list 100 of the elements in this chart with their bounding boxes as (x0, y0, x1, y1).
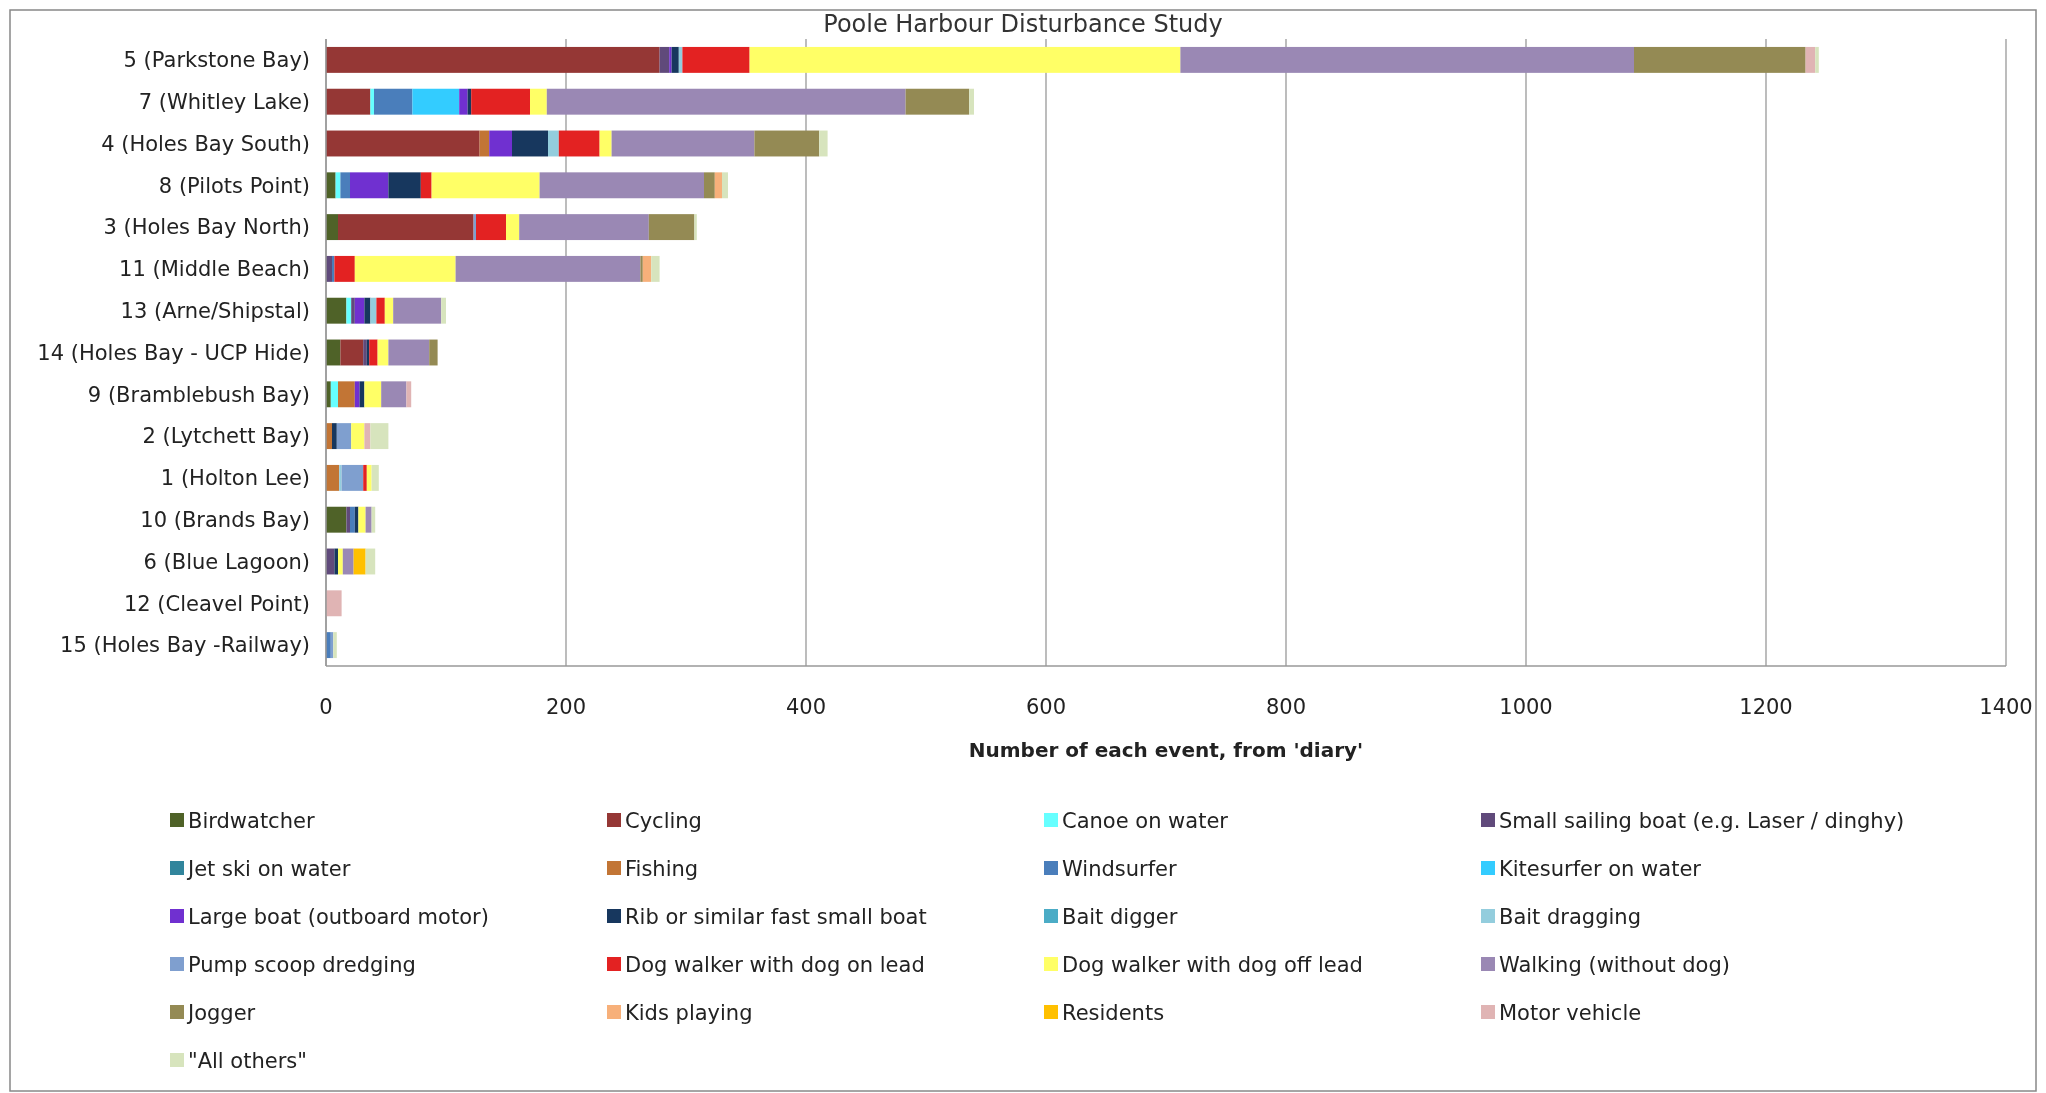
bar (476, 214, 506, 241)
legend-label: Cycling (625, 809, 702, 834)
bar (350, 506, 355, 533)
legend-label: Pump scoop dredging (188, 953, 416, 978)
bar (351, 297, 355, 324)
y-tick-label: 13 (Arne/Shipstal) (120, 299, 310, 324)
legend-label: Kitesurfer on water (1499, 857, 1702, 882)
bar (749, 46, 1181, 73)
bar (479, 130, 490, 157)
bar (336, 423, 352, 450)
bar (330, 381, 338, 408)
bar (659, 46, 670, 73)
legend-label: Birdwatcher (188, 809, 315, 834)
legend-label: Jogger (186, 1001, 256, 1026)
y-tick-label: 5 (Parkstone Bay) (123, 48, 310, 73)
y-tick-label: 4 (Holes Bay South) (101, 131, 310, 156)
bar (384, 297, 394, 324)
bar (406, 381, 412, 408)
y-tick-label: 3 (Holes Bay North) (103, 215, 310, 240)
bar (369, 339, 378, 366)
bar (506, 214, 520, 241)
y-tick-label: 1 (Holton Lee) (160, 466, 310, 491)
x-tick-label: 400 (785, 695, 827, 719)
bar (346, 506, 350, 533)
legend-label: Canoe on water (1062, 809, 1229, 834)
bar (388, 339, 430, 366)
bar (326, 297, 347, 324)
bar (358, 506, 366, 533)
legend-label: Large boat (outboard motor) (188, 905, 489, 930)
bar (340, 172, 350, 199)
y-tick-label: 8 (Pilots Point) (158, 173, 310, 198)
x-tick-label: 800 (1265, 695, 1307, 719)
bar (370, 88, 374, 115)
bar (353, 548, 366, 575)
bar (393, 297, 442, 324)
bar (351, 423, 365, 450)
bar (969, 88, 974, 115)
bar (334, 548, 338, 575)
bar (332, 423, 337, 450)
bar (381, 381, 407, 408)
legend-label: Windsurfer (1062, 857, 1177, 882)
bar (354, 381, 360, 408)
y-tick-label: 14 (Holes Bay - UCP Hide) (37, 340, 310, 365)
bar (326, 46, 660, 73)
bar (512, 130, 548, 157)
bar (339, 464, 342, 491)
bar (455, 255, 641, 282)
bar (611, 130, 755, 157)
bar (326, 590, 342, 617)
bar (364, 297, 371, 324)
bar (548, 130, 559, 157)
bar (420, 172, 432, 199)
legend-label: Dog walker with dog off lead (1062, 953, 1363, 978)
legend-label: Dog walker with dog on lead (625, 953, 925, 978)
bar (546, 88, 906, 115)
bar (388, 172, 421, 199)
x-axis-title: Number of each event, from 'diary' (968, 738, 1364, 762)
bar (819, 130, 828, 157)
bar (714, 172, 722, 199)
legend-label: Residents (1062, 1001, 1165, 1026)
bar (334, 255, 355, 282)
legend-label: Motor vehicle (1499, 1001, 1642, 1026)
bar (539, 172, 704, 199)
bar (471, 88, 530, 115)
bar (326, 464, 340, 491)
bar (326, 88, 371, 115)
x-tick-label: 0 (319, 695, 333, 719)
bar (648, 214, 695, 241)
x-tick-label: 1000 (1499, 695, 1553, 719)
bar (669, 46, 672, 73)
bar (671, 46, 679, 73)
bar (365, 506, 372, 533)
bar (1180, 46, 1634, 73)
legend-label: Bait dragging (1499, 905, 1641, 930)
bar (376, 297, 385, 324)
y-tick-label: 10 (Brands Bay) (140, 508, 310, 533)
bar (682, 46, 750, 73)
legend-label: Small sailing boat (e.g. Laser / dinghy) (1499, 809, 1905, 834)
bar (340, 339, 364, 366)
bar (338, 381, 355, 408)
y-tick-label: 2 (Lytchett Bay) (142, 424, 310, 449)
bar (489, 130, 512, 157)
bar (342, 548, 354, 575)
bar (365, 548, 376, 575)
bar (694, 214, 697, 241)
y-tick-label: 15 (Holes Bay -Railway) (60, 633, 310, 658)
bar (366, 464, 372, 491)
bar (530, 88, 547, 115)
bar (441, 297, 446, 324)
y-tick-label: 11 (Middle Beach) (119, 257, 310, 282)
legend-label: Walking (without dog) (1499, 953, 1730, 978)
bar (431, 172, 540, 199)
bar (354, 297, 365, 324)
bar (412, 88, 460, 115)
bar (326, 214, 338, 241)
bar (326, 130, 480, 157)
bar (558, 130, 600, 157)
x-tick-label: 200 (545, 695, 587, 719)
bar (1815, 46, 1819, 73)
bar (370, 297, 377, 324)
